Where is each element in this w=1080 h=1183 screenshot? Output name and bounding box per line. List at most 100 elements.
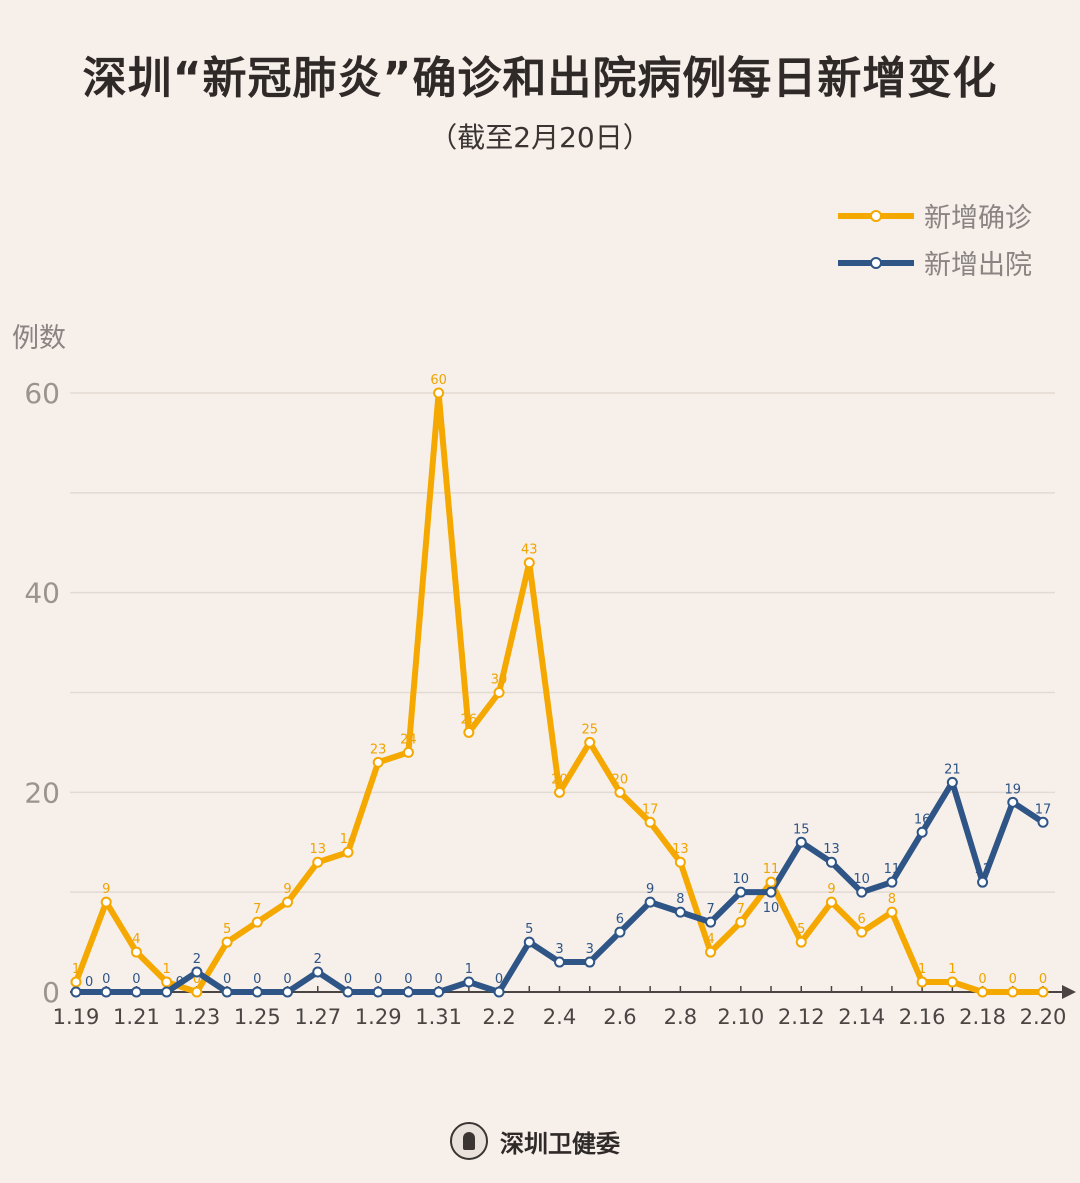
data-point xyxy=(342,986,354,998)
data-point xyxy=(523,936,535,948)
data-label: 4 xyxy=(132,932,140,947)
data-point xyxy=(614,786,626,798)
x-tick-label: 1.29 xyxy=(355,1005,402,1029)
data-point xyxy=(674,906,686,918)
data-point xyxy=(70,976,82,988)
data-point xyxy=(100,896,112,908)
data-label: 1 xyxy=(948,962,956,977)
x-axis-arrow-icon xyxy=(1062,985,1076,999)
data-point xyxy=(705,916,717,928)
x-tick-label: 1.19 xyxy=(53,1005,100,1029)
data-label: 11 xyxy=(974,862,991,877)
data-label: 24 xyxy=(400,732,417,747)
x-tick-label: 2.18 xyxy=(959,1005,1006,1029)
data-point xyxy=(342,846,354,858)
data-point xyxy=(886,876,898,888)
x-tick-label: 1.21 xyxy=(113,1005,160,1029)
data-point xyxy=(644,816,656,828)
page-title: 深圳“新冠肺炎”确诊和出院病例每日新增变化 xyxy=(82,53,998,104)
data-point xyxy=(825,896,837,908)
data-point xyxy=(433,986,445,998)
data-label: 26 xyxy=(461,712,478,727)
legend-label-discharged: 新增出院 xyxy=(924,250,1032,281)
data-point xyxy=(614,926,626,938)
data-label: 7 xyxy=(706,902,714,917)
data-label: 1 xyxy=(465,962,473,977)
data-label: 0 xyxy=(283,972,291,987)
data-point xyxy=(554,786,565,798)
data-label: 21 xyxy=(944,762,961,777)
data-point xyxy=(161,986,173,998)
data-label: 10 xyxy=(763,901,780,916)
data-label: 13 xyxy=(823,842,840,857)
data-label: 0 xyxy=(978,972,986,987)
data-label: 5 xyxy=(797,922,805,937)
data-label: 16 xyxy=(914,812,931,827)
data-label: 0 xyxy=(1039,972,1047,987)
data-label: 60 xyxy=(430,373,447,388)
data-label: 20 xyxy=(612,772,629,787)
data-point xyxy=(130,946,142,958)
data-label: 0 xyxy=(223,972,231,987)
data-point xyxy=(856,926,868,938)
data-point xyxy=(493,986,505,998)
data-label: 13 xyxy=(672,842,689,857)
data-point xyxy=(463,726,475,738)
data-label: 1 xyxy=(72,962,80,977)
data-label: 20 xyxy=(551,772,568,787)
data-label: 11 xyxy=(763,862,780,877)
data-label: 14 xyxy=(340,832,357,847)
x-tick-label: 2.16 xyxy=(899,1005,946,1029)
data-label: 0 xyxy=(495,972,503,987)
legend-swatch-confirmed xyxy=(838,209,914,222)
data-point xyxy=(584,736,596,748)
data-label: 9 xyxy=(827,882,835,897)
data-label: 0 xyxy=(176,975,184,990)
data-point xyxy=(191,966,203,978)
legend-item-confirmed: 新增确诊 xyxy=(838,196,1032,235)
data-label: 30 xyxy=(491,673,508,688)
data-label: 3 xyxy=(555,942,563,957)
data-point xyxy=(1007,986,1019,998)
data-point xyxy=(584,956,596,968)
data-label: 0 xyxy=(253,972,261,987)
data-point xyxy=(735,886,747,898)
data-point xyxy=(886,906,898,918)
data-label: 2 xyxy=(314,952,322,967)
x-tick-label: 2.6 xyxy=(603,1005,636,1029)
y-tick-label: 60 xyxy=(24,377,60,410)
data-label: 43 xyxy=(521,543,538,558)
data-point xyxy=(372,756,384,768)
data-label: 0 xyxy=(193,972,201,987)
legend-label-confirmed: 新增确诊 xyxy=(924,203,1032,234)
x-tick-label: 2.2 xyxy=(482,1005,515,1029)
data-point xyxy=(946,976,958,988)
data-point xyxy=(916,826,928,838)
data-label: 7 xyxy=(737,902,745,917)
data-point xyxy=(977,986,989,998)
data-label: 10 xyxy=(853,872,870,887)
data-label: 17 xyxy=(642,802,659,817)
data-label: 7 xyxy=(253,902,261,917)
data-label: 8 xyxy=(676,892,684,907)
data-point xyxy=(130,986,142,998)
data-label: 8 xyxy=(888,892,896,907)
data-label: 0 xyxy=(404,972,412,987)
legend-item-discharged: 新增出院 xyxy=(838,243,1032,282)
data-label: 1 xyxy=(163,962,171,977)
data-point xyxy=(946,776,958,788)
x-tick-label: 2.4 xyxy=(543,1005,576,1029)
x-tick-label: 2.10 xyxy=(717,1005,764,1029)
data-label: 23 xyxy=(370,742,387,757)
data-point xyxy=(251,986,263,998)
data-label: 15 xyxy=(793,822,810,837)
data-label: 19 xyxy=(1005,782,1022,797)
y-tick-label: 20 xyxy=(24,776,60,809)
y-tick-label: 40 xyxy=(24,577,60,610)
data-label: 9 xyxy=(283,882,291,897)
data-point xyxy=(735,916,747,928)
data-point xyxy=(161,976,173,988)
data-point xyxy=(795,936,807,948)
